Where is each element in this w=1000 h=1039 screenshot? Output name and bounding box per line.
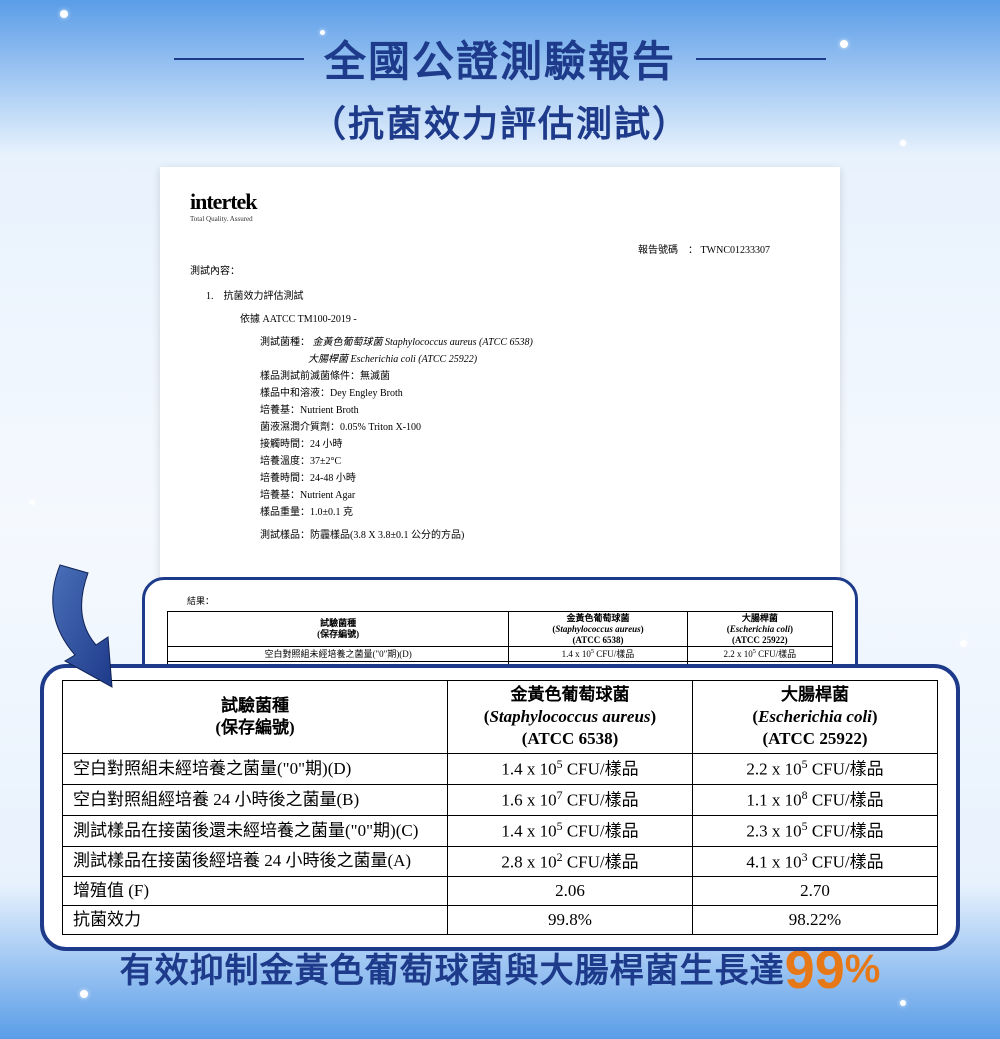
- table-row: 測試樣品在接菌後經培養 24 小時後之菌量(A)2.8 x 102 CFU/樣品…: [63, 846, 938, 877]
- test-method: 依據 AATCC TM100-2019 -: [190, 312, 810, 327]
- row-label: 空白對照組未經培養之菌量("0"期)(D): [168, 647, 509, 662]
- table-row: 測試樣品在接菌後還未經培養之菌量("0"期)(C)1.4 x 105 CFU/樣…: [63, 815, 938, 846]
- table-row: 增殖值 (F)2.062.70: [63, 877, 938, 906]
- row-val-1: 1.4 x 105 CFU/樣品: [509, 647, 687, 662]
- strain-label: 測試菌種：: [260, 337, 310, 348]
- report-number-value: TWNC01233307: [701, 245, 770, 256]
- param-2: 樣品中和溶液：Dey Engley Broth: [190, 386, 810, 401]
- divider-left: [174, 58, 304, 60]
- small-th-2: 金黃色葡萄球菌(Staphylococcus aureus)(ATCC 6538…: [509, 612, 687, 647]
- section-heading: 1. 抗菌效力評估測試: [190, 289, 810, 304]
- param-7: 培養時間：24-48 小時: [190, 471, 810, 486]
- brand-tagline: Total Quality. Assured: [190, 215, 810, 223]
- row-label: 抗菌效力: [63, 906, 448, 935]
- claim-percent: %: [845, 947, 881, 991]
- result-label: 結果：: [167, 594, 833, 607]
- page-subtitle: （抗菌效力評估測試）: [0, 95, 1000, 147]
- row-val-1: 2.06: [448, 877, 693, 906]
- row-val-2: 2.3 x 105 CFU/樣品: [693, 815, 938, 846]
- big-table-callout: 試驗菌種(保存編號) 金黃色葡萄球菌(Staphylococcus aureus…: [40, 664, 960, 951]
- arrow-icon: [40, 555, 200, 705]
- param-4: 菌液濕潤介質劑：0.05% Triton X-100: [190, 420, 810, 435]
- row-val-1: 1.6 x 107 CFU/樣品: [448, 785, 693, 816]
- table-row: 空白對照組經培養 24 小時後之菌量(B)1.6 x 107 CFU/樣品1.1…: [63, 785, 938, 816]
- row-val-1: 99.8%: [448, 906, 693, 935]
- report-number: 報告號碼 ： TWNC01233307: [190, 241, 770, 256]
- claim-text: 有效抑制金黃色葡萄球菌與大腸桿菌生長達: [120, 952, 785, 990]
- table-row: 空白對照組未經培養之菌量("0"期)(D)1.4 x 105 CFU/樣品2.2…: [168, 647, 833, 662]
- header: 全國公證測驗報告 （抗菌效力評估測試）: [0, 0, 1000, 147]
- table-row: 空白對照組未經培養之菌量("0"期)(D)1.4 x 105 CFU/樣品2.2…: [63, 754, 938, 785]
- param-1: 樣品測試前滅菌條件：無滅菌: [190, 369, 810, 384]
- strain-2: 大腸桿菌 Escherichia coli (ATCC 25922): [308, 354, 477, 365]
- big-th-2: 金黃色葡萄球菌(Staphylococcus aureus)(ATCC 6538…: [448, 681, 693, 754]
- strain-line-2: 大腸桿菌 Escherichia coli (ATCC 25922): [190, 352, 810, 367]
- param-8: 培養基：Nutrient Agar: [190, 488, 810, 503]
- row-val-1: 1.4 x 105 CFU/樣品: [448, 754, 693, 785]
- row-label: 空白對照組未經培養之菌量("0"期)(D): [63, 754, 448, 785]
- small-th-3: 大腸桿菌(Escherichia coli)(ATCC 25922): [687, 612, 832, 647]
- strain-1: 金黃色葡萄球菌 Staphylococcus aureus (ATCC 6538…: [313, 337, 533, 348]
- param-9: 樣品重量：1.0±0.1 克: [190, 505, 810, 520]
- small-th-1: 試驗菌種(保存編號): [168, 612, 509, 647]
- sample-note: 測試樣品：防霾樣品(3.8 X 3.8±0.1 公分的方品): [190, 528, 810, 543]
- intro-label: 測試內容：: [190, 264, 810, 279]
- divider-right: [696, 58, 826, 60]
- row-label: 空白對照組經培養 24 小時後之菌量(B): [63, 785, 448, 816]
- row-label: 測試樣品在接菌後還未經培養之菌量("0"期)(C): [63, 815, 448, 846]
- row-val-2: 98.22%: [693, 906, 938, 935]
- table-row: 抗菌效力99.8%98.22%: [63, 906, 938, 935]
- row-label: 測試樣品在接菌後經培養 24 小時後之菌量(A): [63, 846, 448, 877]
- row-label: 增殖值 (F): [63, 877, 448, 906]
- row-val-2: 2.2 x 105 CFU/樣品: [693, 754, 938, 785]
- brand-logo: intertek: [190, 189, 810, 215]
- page-title: 全國公證測驗報告: [324, 28, 676, 89]
- row-val-2: 2.2 x 105 CFU/樣品: [687, 647, 832, 662]
- param-5: 接觸時間：24 小時: [190, 437, 810, 452]
- row-val-2: 4.1 x 103 CFU/樣品: [693, 846, 938, 877]
- param-3: 培養基：Nutrient Broth: [190, 403, 810, 418]
- row-val-1: 1.4 x 105 CFU/樣品: [448, 815, 693, 846]
- row-val-2: 2.70: [693, 877, 938, 906]
- snow-dot: [30, 500, 35, 505]
- row-val-2: 1.1 x 108 CFU/樣品: [693, 785, 938, 816]
- row-val-1: 2.8 x 102 CFU/樣品: [448, 846, 693, 877]
- big-data-table: 試驗菌種(保存編號) 金黃色葡萄球菌(Staphylococcus aureus…: [62, 680, 938, 935]
- snow-dot: [960, 640, 967, 647]
- report-number-label: 報告號碼 ：: [638, 245, 698, 256]
- big-th-3: 大腸桿菌(Escherichia coli)(ATCC 25922): [693, 681, 938, 754]
- strain-line-1: 測試菌種： 金黃色葡萄球菌 Staphylococcus aureus (ATC…: [190, 335, 810, 350]
- param-6: 培養溫度：37±2°C: [190, 454, 810, 469]
